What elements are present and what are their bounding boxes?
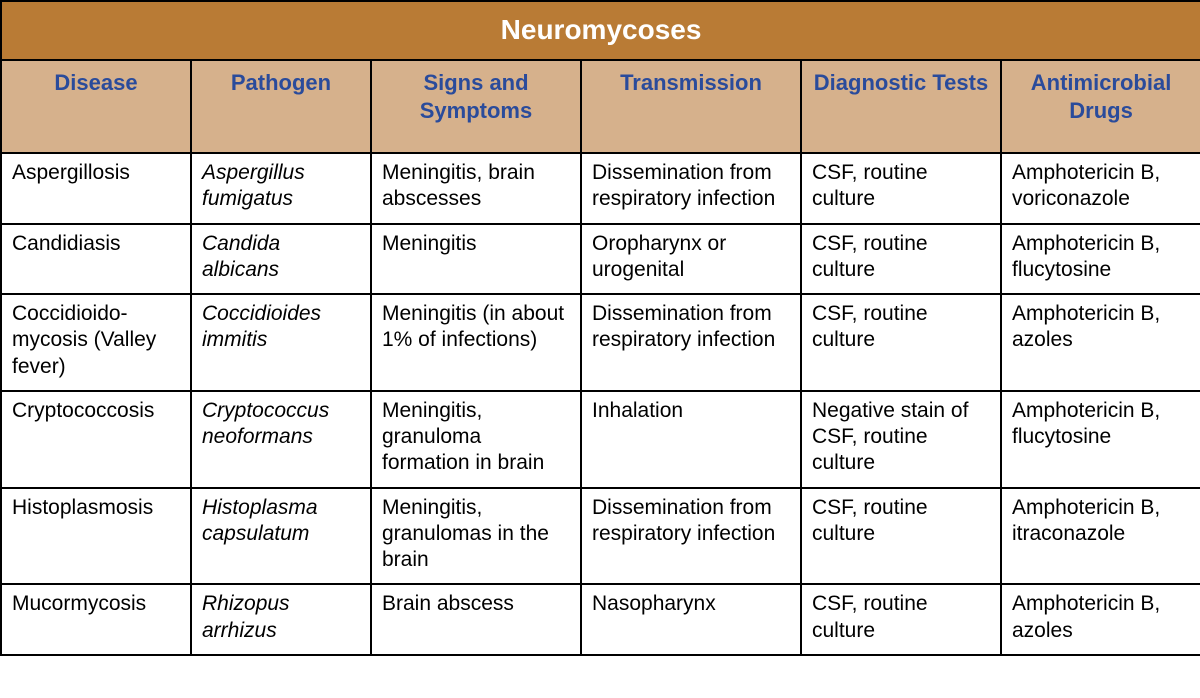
cell-tests: CSF, routine culture	[801, 584, 1001, 655]
table-row: Histoplasmosis Histoplasma capsulatum Me…	[1, 488, 1200, 585]
cell-symptoms: Meningitis, granuloma formation in brain	[371, 391, 581, 488]
col-header-symptoms: Signs and Symptoms	[371, 60, 581, 153]
col-header-drugs: Antimicrobial Drugs	[1001, 60, 1200, 153]
cell-disease: Aspergillosis	[1, 153, 191, 224]
cell-symptoms: Meningitis (in about 1% of infections)	[371, 294, 581, 391]
table-row: Coccidioido-mycosis (Valley fever) Cocci…	[1, 294, 1200, 391]
cell-tests: Negative stain of CSF, routine culture	[801, 391, 1001, 488]
table-row: Mucormycosis Rhizopus arrhizus Brain abs…	[1, 584, 1200, 655]
cell-pathogen: Cryptococcus neoformans	[191, 391, 371, 488]
cell-pathogen: Rhizopus arrhizus	[191, 584, 371, 655]
cell-transmission: Inhalation	[581, 391, 801, 488]
cell-disease: Cryptococcosis	[1, 391, 191, 488]
cell-transmission: Dissemination from respiratory infection	[581, 294, 801, 391]
cell-drugs: Amphotericin B, voriconazole	[1001, 153, 1200, 224]
neuromycoses-table: Neuromycoses Disease Pathogen Signs and …	[0, 0, 1200, 656]
cell-tests: CSF, routine culture	[801, 294, 1001, 391]
cell-disease: Candidiasis	[1, 224, 191, 295]
cell-tests: CSF, routine culture	[801, 153, 1001, 224]
table-row: Cryptococcosis Cryptococcus neoformans M…	[1, 391, 1200, 488]
cell-pathogen: Histoplasma capsulatum	[191, 488, 371, 585]
col-header-transmission: Transmission	[581, 60, 801, 153]
cell-disease: Histoplasmosis	[1, 488, 191, 585]
cell-symptoms: Meningitis, granulomas in the brain	[371, 488, 581, 585]
cell-transmission: Oropharynx or urogenital	[581, 224, 801, 295]
cell-drugs: Amphotericin B, azoles	[1001, 294, 1200, 391]
col-header-disease: Disease	[1, 60, 191, 153]
cell-disease: Mucormycosis	[1, 584, 191, 655]
cell-transmission: Dissemination from respiratory infection	[581, 488, 801, 585]
cell-pathogen: Coccidioides immitis	[191, 294, 371, 391]
col-header-tests: Diagnostic Tests	[801, 60, 1001, 153]
cell-drugs: Amphotericin B, itraconazole	[1001, 488, 1200, 585]
cell-symptoms: Meningitis, brain abscesses	[371, 153, 581, 224]
table-row: Candidiasis Candida albicans Meningitis …	[1, 224, 1200, 295]
cell-tests: CSF, routine culture	[801, 224, 1001, 295]
col-header-pathogen: Pathogen	[191, 60, 371, 153]
cell-drugs: Amphotericin B, flucytosine	[1001, 391, 1200, 488]
cell-transmission: Dissemination from respiratory infection	[581, 153, 801, 224]
table-title: Neuromycoses	[1, 1, 1200, 60]
cell-drugs: Amphotericin B, flucytosine	[1001, 224, 1200, 295]
cell-drugs: Amphotericin B, azoles	[1001, 584, 1200, 655]
table-row: Aspergillosis Aspergillus fumigatus Meni…	[1, 153, 1200, 224]
table-title-row: Neuromycoses	[1, 1, 1200, 60]
cell-disease: Coccidioido-mycosis (Valley fever)	[1, 294, 191, 391]
cell-symptoms: Brain abscess	[371, 584, 581, 655]
cell-pathogen: Aspergillus fumigatus	[191, 153, 371, 224]
cell-transmission: Nasopharynx	[581, 584, 801, 655]
cell-tests: CSF, routine culture	[801, 488, 1001, 585]
cell-symptoms: Meningitis	[371, 224, 581, 295]
cell-pathogen: Candida albicans	[191, 224, 371, 295]
neuromycoses-table-container: Neuromycoses Disease Pathogen Signs and …	[0, 0, 1200, 656]
table-header-row: Disease Pathogen Signs and Symptoms Tran…	[1, 60, 1200, 153]
